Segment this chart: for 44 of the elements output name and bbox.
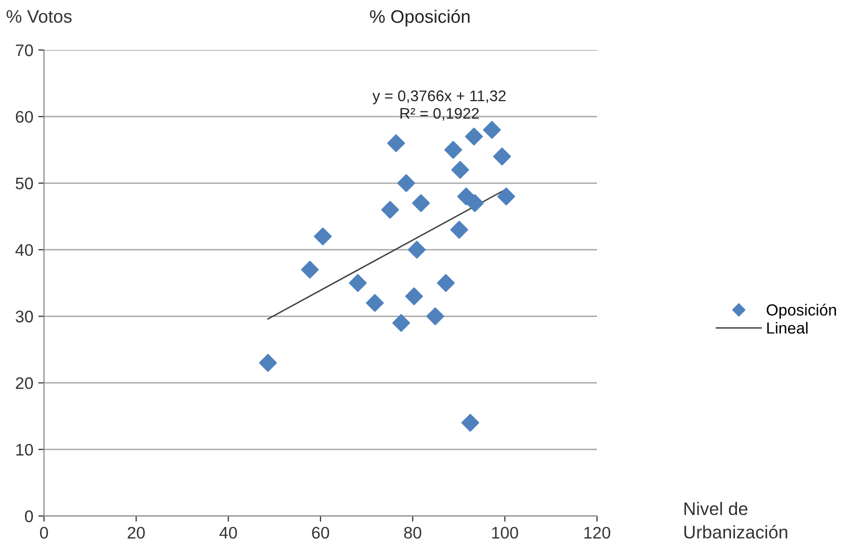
x-tick-label: 120 [584,526,610,539]
point [450,220,468,239]
point [314,227,332,246]
y-tick-label: 60 [16,110,33,123]
y-tick-label: 70 [16,44,33,56]
point [412,194,430,212]
chart-title: % Oposición [370,9,470,27]
y-tick-label: 20 [16,377,33,390]
y-axis-title: % Votos [6,10,72,23]
x-tick-label: 100 [492,526,518,539]
point [366,294,384,312]
point [408,240,426,259]
point [483,120,501,139]
point [348,274,367,292]
point [444,140,462,159]
point [436,274,455,292]
x-tick-label: 40 [219,526,237,539]
point [300,260,319,279]
y-tick-label: 30 [16,310,33,322]
y-tick-label: 10 [16,444,33,456]
y-tick-label: 40 [15,244,33,256]
point [466,194,484,212]
x-tick-label: 0 [40,526,48,539]
point [497,188,516,206]
point [405,287,423,306]
point [387,134,405,152]
y-tick-label: 0 [24,510,33,522]
x-tick-label: 80 [404,526,422,539]
annotation: y = 0,3766x + 11,32 R² = 0,1922 [372,90,506,121]
point [493,148,511,166]
point [461,414,480,432]
point [259,354,277,372]
y-tick-label: 50 [16,178,33,190]
legend-label: Oposición [766,304,836,319]
point [381,200,399,219]
point [451,160,470,179]
point [426,307,444,326]
legend-label: Lineal [767,322,808,334]
point [397,174,416,192]
x-tick-label: 20 [128,526,145,539]
point [392,314,410,332]
point [465,128,483,146]
x-tick-label: 60 [312,526,330,539]
x-axis-title: Nivel de Urbanización [684,502,788,539]
